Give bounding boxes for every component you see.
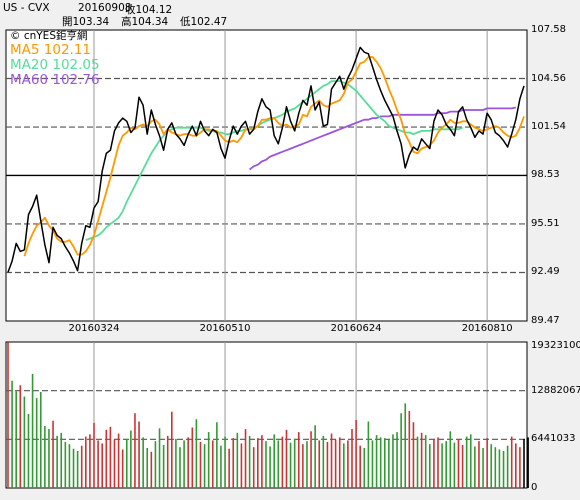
ticker-label: US - CVX xyxy=(3,2,50,14)
price-y-tick-label: 89.47 xyxy=(531,315,560,326)
ma60-line xyxy=(249,106,516,171)
price-grid xyxy=(6,30,527,488)
legend-ma60: MA60 102.76 xyxy=(10,72,100,88)
volume-y-tick-label: 19323100 xyxy=(531,340,580,351)
chart-legend: © cnYES鉅亨網 MA5 102.11 MA20 102.05 MA60 1… xyxy=(10,30,100,88)
open-value: 103.34 xyxy=(72,16,110,28)
open-label: 開 xyxy=(62,16,73,28)
price-lines xyxy=(7,46,525,273)
x-tick-label: 20160510 xyxy=(199,323,251,334)
price-y-tick-label: 101.54 xyxy=(531,121,566,133)
x-tick-label: 20160810 xyxy=(461,323,513,334)
volume-grid xyxy=(6,390,527,440)
legend-ma5: MA5 102.11 xyxy=(10,42,91,58)
price-line xyxy=(7,46,525,273)
ma5-line xyxy=(23,56,525,257)
close-label: 收 xyxy=(125,4,136,16)
x-tick-label: 20160624 xyxy=(330,323,382,334)
close-price: 收104.12 xyxy=(125,2,172,17)
high-label: 高 xyxy=(121,16,132,28)
source-credit: © cnYES鉅亨網 xyxy=(10,30,88,42)
price-y-tick-label: 104.56 xyxy=(531,72,566,84)
price-y-tick-label: 98.53 xyxy=(531,169,560,181)
low-label: 低 xyxy=(180,16,191,28)
volume-y-tick-label: 6441033 xyxy=(531,433,576,445)
price-y-tick-label: 107.58 xyxy=(531,24,566,35)
price-y-tick-label: 95.51 xyxy=(531,217,560,229)
high-value: 104.34 xyxy=(131,16,169,28)
price-y-tick-label: 92.49 xyxy=(531,266,560,278)
x-tick-label: 20160324 xyxy=(68,323,120,334)
open-price: 開103.34 xyxy=(62,14,109,29)
volume-y-tick-label: 12882067 xyxy=(531,384,580,396)
low-value: 102.47 xyxy=(190,16,228,28)
volume-bars xyxy=(7,342,529,488)
close-value: 104.12 xyxy=(135,4,173,16)
volume-y-tick-label: 0 xyxy=(531,482,538,493)
low-price: 低102.47 xyxy=(180,14,227,29)
high-price: 高104.34 xyxy=(121,14,168,29)
quote-date: 20160908 xyxy=(78,2,132,14)
legend-ma20: MA20 102.05 xyxy=(10,57,100,73)
